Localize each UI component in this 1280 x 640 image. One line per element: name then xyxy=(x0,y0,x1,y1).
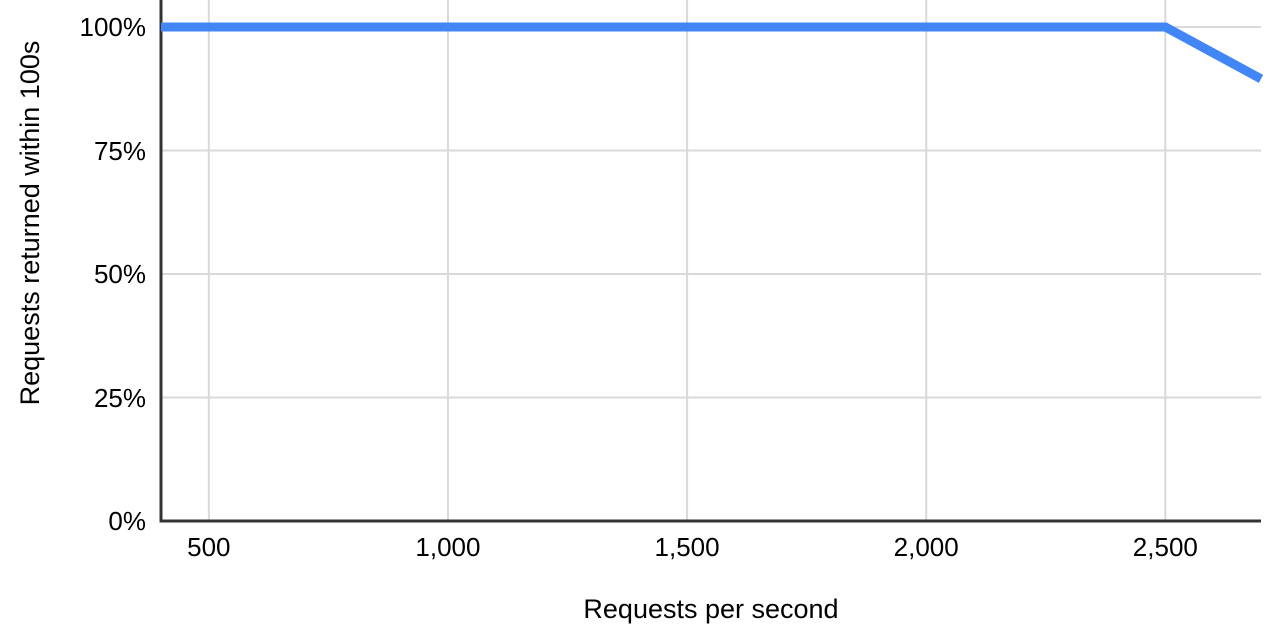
x-tick-label: 1,000 xyxy=(415,532,481,562)
x-tick-label: 2,500 xyxy=(1132,532,1198,562)
x-tick-label: 1,500 xyxy=(654,532,720,562)
series-line xyxy=(161,22,1264,83)
x-tick-label: 2,000 xyxy=(893,532,959,562)
y-tick-label: 25% xyxy=(93,382,146,413)
x-tick-label: 500 xyxy=(187,532,231,562)
x-axis-title: Requests per second xyxy=(583,594,839,624)
y-tick-label: 75% xyxy=(93,135,146,166)
y-axis-title: Requests returned within 100s xyxy=(15,40,45,406)
y-tick-label: 50% xyxy=(93,259,146,289)
y-tick-label: 100% xyxy=(79,12,147,42)
y-tick-label: 0% xyxy=(108,506,146,536)
